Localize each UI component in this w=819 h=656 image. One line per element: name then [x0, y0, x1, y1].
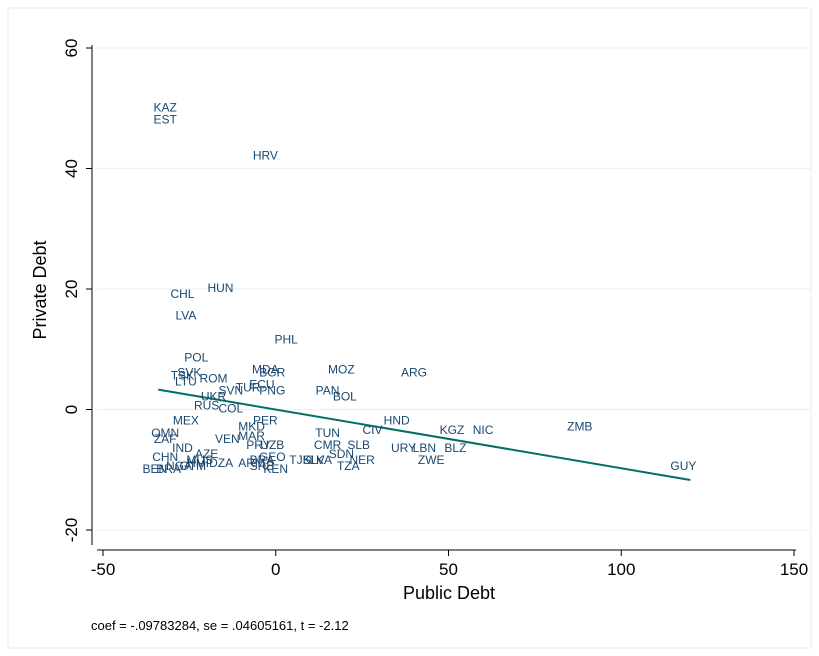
point-label: BEN [142, 462, 167, 476]
point-label: SDN [329, 447, 354, 461]
point-label: CIV [362, 423, 382, 437]
point-label: LKA [309, 453, 332, 467]
point-label: TZA [337, 459, 360, 473]
point-label: MOZ [328, 363, 355, 377]
point-label: BRA [156, 462, 181, 476]
point-label: KAZ [154, 100, 177, 114]
point-label: CHL [170, 287, 194, 301]
regression-note: coef = -.09783284, se = .04605161, t = -… [91, 618, 349, 633]
point-label: TJK [289, 453, 310, 467]
point-label: BLZ [444, 441, 466, 455]
point-label: PRY [246, 438, 270, 452]
point-label: GTM [179, 459, 206, 473]
point-label: TUR [236, 381, 261, 395]
point-label: MAR [238, 429, 265, 443]
x-ticks: -50 0 50 100 150 [91, 550, 808, 579]
point-label: KEN [263, 462, 288, 476]
point-label: PAN [316, 384, 340, 398]
point-label: BOL [333, 390, 357, 404]
plot-outer-border [7, 7, 812, 649]
x-tick-label: 150 [780, 560, 808, 579]
point-label: HUN [207, 281, 233, 295]
point-label: GUY [670, 459, 696, 473]
point-label: MDA [252, 363, 279, 377]
point-label: SVN [218, 384, 243, 398]
point-label: SLB [347, 438, 370, 452]
point-label: EST [154, 112, 178, 126]
point-label: PHL [274, 332, 298, 346]
point-label: ZMB [567, 420, 592, 434]
y-tick-label: 40 [62, 159, 81, 178]
point-label: ARG [401, 366, 427, 380]
point-label: CMR [314, 438, 342, 452]
point-label: AZE [195, 447, 218, 461]
point-label: ZAF [154, 432, 177, 446]
point-label: OMN [151, 426, 179, 440]
point-label: MUS [186, 453, 213, 467]
point-label: HND [384, 414, 410, 428]
point-label: TUN [315, 426, 340, 440]
point-label: ZWE [418, 453, 445, 467]
y-ticks: -20 0 20 40 60 [62, 39, 92, 543]
point-label: BRA [250, 453, 275, 467]
point-label: ECU [249, 378, 274, 392]
x-tick-label: 100 [607, 560, 635, 579]
point-label: HRV [253, 149, 278, 163]
point-label: RUS [194, 399, 219, 413]
point-label: TSK [171, 369, 194, 383]
point-label: GEO [259, 450, 286, 464]
gridlines [97, 47, 811, 531]
point-label: NER [349, 453, 375, 467]
point-label: LVA [175, 308, 196, 322]
point-label: MEX [173, 414, 199, 428]
point-label: IND [172, 441, 193, 455]
fit-line [158, 388, 691, 481]
point-label: ROM [200, 372, 228, 386]
point-label: ARM [238, 456, 265, 470]
fit-line-group [158, 388, 691, 481]
point-label: LBN [413, 441, 436, 455]
y-tick-label: -20 [62, 518, 81, 543]
point-label: SLV [303, 453, 325, 467]
x-tick-label: 50 [439, 560, 458, 579]
point-label: SRB [250, 459, 275, 473]
point-label: NIC [473, 423, 494, 437]
point-label: CHN [152, 450, 178, 464]
point-label: PNG [259, 384, 285, 398]
point-label: UKR [201, 390, 227, 404]
point-label: LTU [175, 375, 197, 389]
x-axis-title: Public Debt [403, 583, 495, 603]
point-label: COL [218, 402, 243, 416]
point-label: VEN [215, 432, 240, 446]
y-tick-label: 0 [62, 405, 81, 414]
x-tick-label: 0 [271, 560, 280, 579]
point-label: NGA [166, 459, 192, 473]
y-tick-label: 60 [62, 39, 81, 58]
point-label: UZB [260, 438, 284, 452]
point-label: KGZ [440, 423, 465, 437]
point-label: URY [391, 441, 416, 455]
y-tick-label: 20 [62, 280, 81, 299]
y-axis-title: Private Debt [30, 240, 50, 339]
x-tick-label: -50 [91, 560, 116, 579]
axes-group [91, 45, 796, 551]
point-label: BGR [259, 366, 285, 380]
point-label: SVK [177, 366, 201, 380]
point-label: HMIDZA [187, 456, 233, 470]
point-label: PER [253, 414, 278, 428]
point-label: POL [184, 350, 208, 364]
point-label: MKD [238, 420, 265, 434]
